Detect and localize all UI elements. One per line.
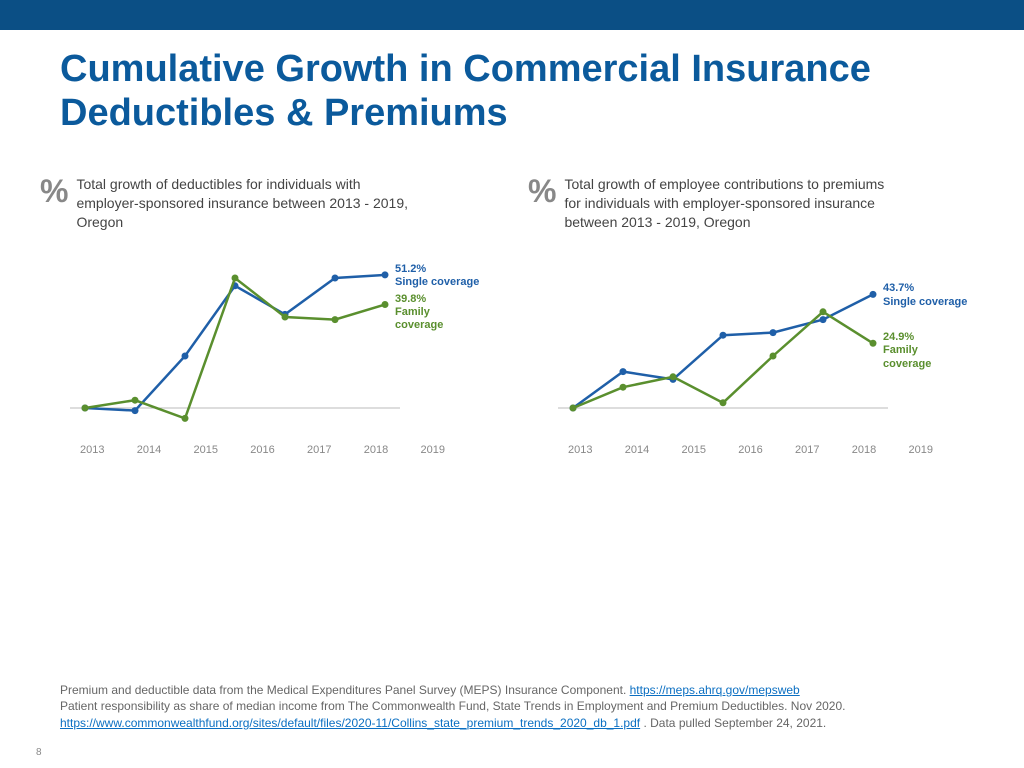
chart-left-xaxis: 2013 2014 2015 2016 2017 2018 2019 <box>80 444 445 456</box>
end-label-single: 43.7% Single coverage <box>883 282 967 308</box>
xaxis-tick: 2016 <box>250 444 274 456</box>
xaxis-tick: 2013 <box>568 444 592 456</box>
header-bar <box>0 0 1024 30</box>
chart-left-header: % Total growth of deductibles for indivi… <box>40 175 480 232</box>
percent-icon: % <box>528 175 556 207</box>
xaxis-tick: 2019 <box>421 444 445 456</box>
xaxis-tick: 2014 <box>625 444 649 456</box>
end-label-family: 39.8% Family coverage <box>395 293 480 333</box>
footer-link-meps[interactable]: https://meps.ahrq.gov/mepsweb <box>630 683 800 697</box>
xaxis-tick: 2015 <box>682 444 706 456</box>
xaxis-tick: 2016 <box>738 444 762 456</box>
xaxis-tick: 2017 <box>307 444 331 456</box>
xaxis-tick: 2014 <box>137 444 161 456</box>
chart-left: % Total growth of deductibles for indivi… <box>40 175 480 456</box>
chart-right-plot: 43.7% Single coverage 24.9% Family cover… <box>528 238 968 438</box>
footer-text: Patient responsibility as share of media… <box>60 699 846 713</box>
xaxis-tick: 2018 <box>364 444 388 456</box>
xaxis-tick: 2015 <box>194 444 218 456</box>
xaxis-tick: 2019 <box>909 444 933 456</box>
xaxis-tick: 2017 <box>795 444 819 456</box>
charts-row: % Total growth of deductibles for indivi… <box>40 175 1024 456</box>
chart-right-header: % Total growth of employee contributions… <box>528 175 968 232</box>
chart-left-plot: 51.2% Single coverage 39.8% Family cover… <box>40 238 480 438</box>
page-title: Cumulative Growth in Commercial Insuranc… <box>60 48 1024 135</box>
chart-left-description: Total growth of deductibles for individu… <box>76 175 416 232</box>
end-label-family: 24.9% Family coverage <box>883 331 968 371</box>
xaxis-tick: 2018 <box>852 444 876 456</box>
footer-text: Premium and deductible data from the Med… <box>60 683 630 697</box>
footer-link-commonwealth[interactable]: https://www.commonwealthfund.org/sites/d… <box>60 716 640 730</box>
chart-right-description: Total growth of employee contributions t… <box>564 175 904 232</box>
xaxis-tick: 2013 <box>80 444 104 456</box>
chart-right: % Total growth of employee contributions… <box>528 175 968 456</box>
footer-text: . Data pulled September 24, 2021. <box>643 716 826 730</box>
page-number: 8 <box>36 747 42 758</box>
chart-right-xaxis: 2013 2014 2015 2016 2017 2018 2019 <box>568 444 933 456</box>
end-label-single: 51.2% Single coverage <box>395 263 479 289</box>
percent-icon: % <box>40 175 68 207</box>
footer-citation: Premium and deductible data from the Med… <box>60 682 964 732</box>
